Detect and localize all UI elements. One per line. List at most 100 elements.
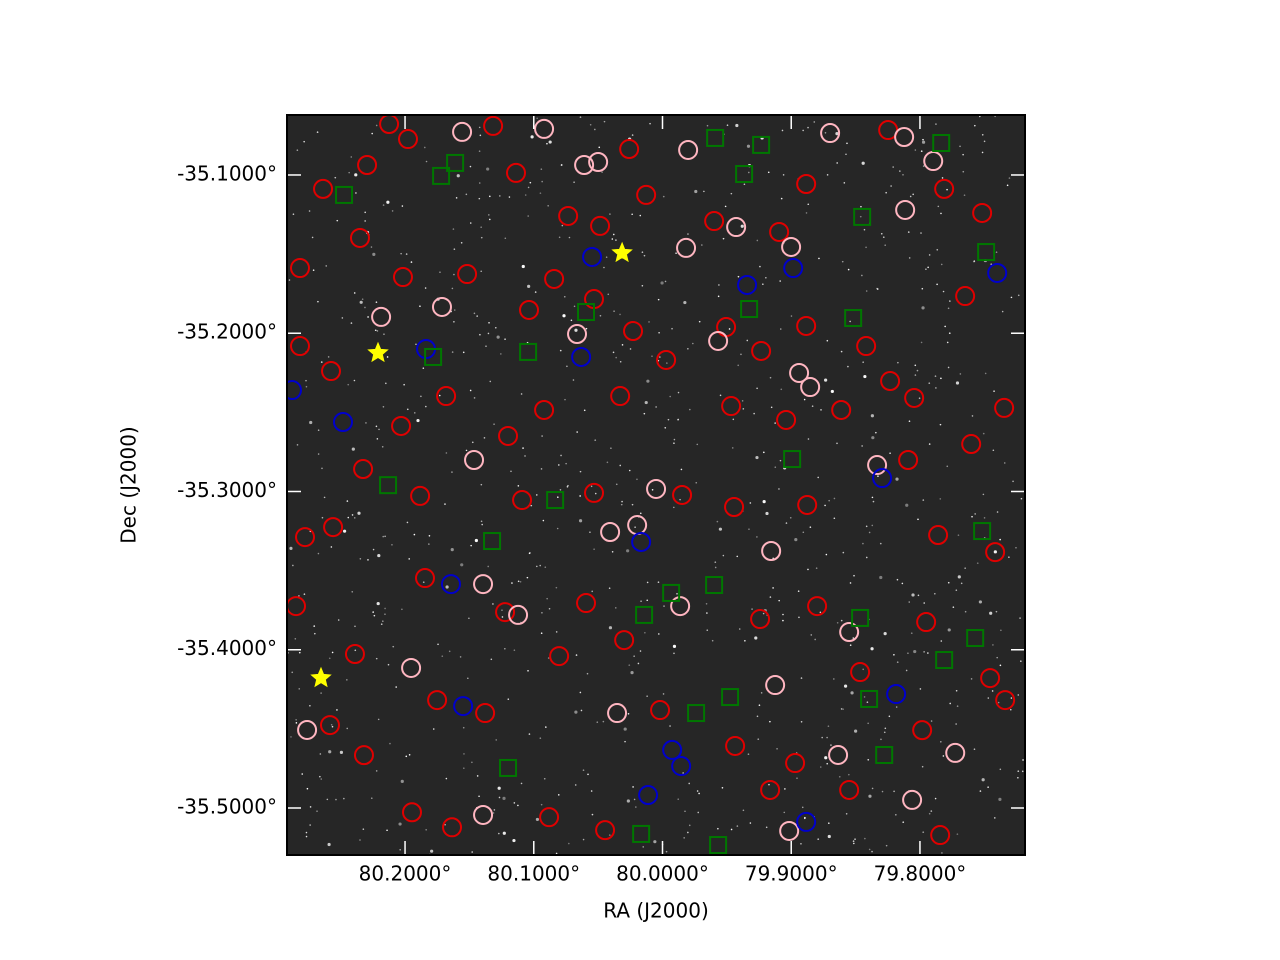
catalog-marker <box>631 531 652 552</box>
star-speck <box>667 418 670 421</box>
star-speck <box>425 160 428 163</box>
star-speck <box>974 513 976 515</box>
star-speck <box>687 233 689 235</box>
star-speck <box>306 787 309 790</box>
star-speck <box>875 431 877 434</box>
star-speck <box>1000 629 1002 632</box>
star-speck <box>920 150 923 152</box>
star-speck <box>570 319 573 322</box>
star-speck <box>1021 770 1024 773</box>
star-speck <box>321 467 323 470</box>
star-speck <box>865 246 867 249</box>
catalog-marker <box>371 306 392 327</box>
star-speck <box>303 593 306 595</box>
star-speck <box>800 721 803 723</box>
star-speck <box>673 506 675 509</box>
catalog-marker <box>453 696 474 717</box>
star-speck <box>956 705 959 707</box>
catalog-marker <box>424 347 443 366</box>
star-speck <box>964 567 966 569</box>
star-speck <box>836 162 838 164</box>
star-speck <box>765 826 768 829</box>
star-speck <box>706 124 709 127</box>
star-speck <box>749 502 752 504</box>
star-speck <box>868 531 871 534</box>
star-speck <box>309 704 311 707</box>
star-speck <box>321 516 324 519</box>
star-speck <box>288 279 291 281</box>
star-speck <box>714 561 717 563</box>
star-speck <box>845 813 848 815</box>
star-speck <box>452 228 455 230</box>
star-speck <box>882 236 885 238</box>
star-speck <box>920 232 922 234</box>
star-speck <box>862 361 864 363</box>
star-speck <box>807 126 809 129</box>
star-speck <box>319 753 322 755</box>
star-speck <box>347 383 350 386</box>
star-speck <box>620 503 623 506</box>
star-speck <box>769 596 772 598</box>
star-speck <box>374 329 377 332</box>
star-speck <box>408 753 411 756</box>
star-speck <box>736 555 739 558</box>
star-speck <box>480 520 483 523</box>
catalog-marker <box>441 574 461 595</box>
star-speck <box>698 792 700 795</box>
star-speck <box>1020 497 1023 500</box>
star-speck <box>835 132 839 136</box>
star-speck <box>921 140 926 144</box>
catalog-marker <box>646 478 667 499</box>
star-speck <box>934 797 937 800</box>
star-speck <box>782 619 784 622</box>
star-speck <box>876 288 879 290</box>
catalog-marker <box>894 126 915 147</box>
star-speck <box>749 822 752 824</box>
catalog-marker <box>431 296 452 317</box>
star-speck <box>476 775 479 777</box>
star-speck <box>547 205 549 207</box>
star-speck <box>859 215 862 218</box>
star-speck <box>959 373 962 375</box>
catalog-marker <box>973 522 992 541</box>
star-speck <box>815 567 818 569</box>
star-speck <box>465 449 468 452</box>
star-speck <box>641 284 644 287</box>
star-speck <box>971 415 974 417</box>
star-speck <box>1017 776 1019 779</box>
star-speck <box>983 140 986 143</box>
star-speck <box>406 521 409 524</box>
catalog-marker <box>912 720 933 741</box>
catalog-marker <box>332 412 353 433</box>
star-speck <box>398 822 402 826</box>
star-speck <box>451 471 453 473</box>
star-speck <box>370 246 373 248</box>
star-speck <box>896 661 899 663</box>
star-speck <box>913 649 917 654</box>
star-speck <box>316 810 318 812</box>
catalog-marker <box>495 602 516 623</box>
star-speck <box>425 829 427 831</box>
star-speck <box>372 548 375 551</box>
star-speck <box>999 664 1002 667</box>
star-speck <box>544 566 547 568</box>
star-speck <box>688 782 690 785</box>
star-speck <box>504 338 506 340</box>
star-speck <box>742 809 745 812</box>
catalog-marker <box>800 377 821 398</box>
star-speck <box>803 398 806 401</box>
x-tick-label: 80.0000° <box>616 862 709 886</box>
star-speck <box>666 362 668 364</box>
star-speck <box>372 252 376 256</box>
star-speck <box>922 165 925 167</box>
star-speck <box>883 631 887 636</box>
star-speck <box>336 219 339 222</box>
catalog-marker <box>844 309 863 328</box>
star-speck <box>488 321 490 324</box>
star-speck <box>696 443 699 446</box>
star-speck <box>557 496 559 498</box>
star-speck <box>934 375 937 377</box>
star-speck <box>992 449 995 452</box>
star-speck <box>594 128 596 131</box>
